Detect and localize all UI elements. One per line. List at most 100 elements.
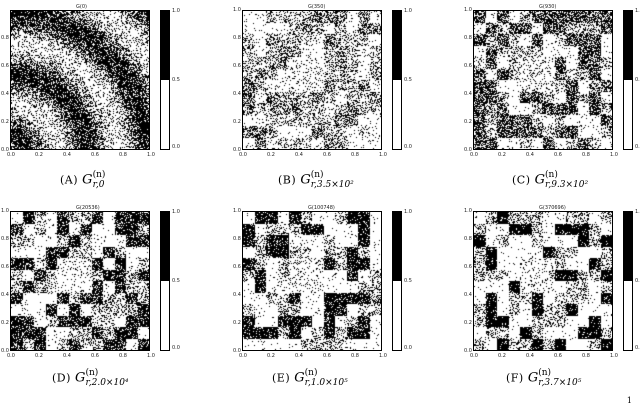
colorbar-tick-label: 0.5 <box>404 278 412 284</box>
caption-subscript: r,1.0×10⁵ <box>304 378 348 388</box>
figure-panel-f: G(370696) 1.0 0.8 0.6 0.4 0.2 0.0 0.0 0.2 0.4 0.6 0… <box>464 205 640 405</box>
y-tick-label: 0.8 <box>1 236 9 242</box>
y-tick-label: 0.8 <box>1 35 9 41</box>
y-tick-label: 0.4 <box>464 91 472 97</box>
colorbar-tick-label: 0.5 <box>172 77 180 83</box>
caption-superscript: (n) <box>538 368 552 378</box>
x-tick-label: 0.0 <box>470 152 478 158</box>
y-tick-label: 1.0 <box>233 7 241 13</box>
y-tick-label: 0.2 <box>233 119 241 125</box>
x-tick-label: 0.6 <box>554 353 562 359</box>
colorbar-fill <box>393 212 401 281</box>
colorbar-fill <box>393 11 401 80</box>
colorbar <box>623 10 633 150</box>
colorbar-tick-label: 0.0 <box>635 144 640 150</box>
caption-symbol: G <box>534 172 546 188</box>
x-tick-label: 0.8 <box>119 353 127 359</box>
x-tick-label: 1.0 <box>610 152 618 158</box>
caption-superscript: (n) <box>545 170 558 180</box>
y-tick-label: 0.6 <box>464 63 472 69</box>
colorbar-fill <box>624 11 632 80</box>
x-tick-label: 0.4 <box>63 152 71 158</box>
caption-superscript: (n) <box>310 170 324 180</box>
figure-panel-a: G(0) 0.8 0.6 0.4 0.2 0.0 0.0 0.2 0.4 0.6 0.8 1.0 1.0… <box>1 4 208 204</box>
scatter-matrix-plot <box>473 211 613 351</box>
y-tick-label: 0.8 <box>233 236 241 242</box>
x-tick-label: 0.2 <box>267 152 275 158</box>
y-tick-label: 0.0 <box>1 348 9 354</box>
x-tick-label: 0.4 <box>295 353 303 359</box>
figure-panel-c: G(930) 1.0 0.8 0.6 0.4 0.2 0.0 0.0 0.2 0.4 0.6 0.8 1… <box>464 4 640 204</box>
y-tick-label: 0.2 <box>233 320 241 326</box>
x-tick-label: 1.0 <box>147 152 155 158</box>
x-tick-label: 0.8 <box>351 353 359 359</box>
y-tick-label: 0.0 <box>233 348 241 354</box>
plot-canvas <box>243 212 381 350</box>
caption-symbol: G <box>82 172 93 188</box>
caption-tag: (D) <box>52 371 71 385</box>
y-tick-label: 0.2 <box>1 320 9 326</box>
colorbar-tick-label: 1.0 <box>635 209 640 215</box>
panel-caption-a: (A) G (n) r,0 <box>60 170 105 190</box>
x-tick-label: 1.0 <box>610 353 618 359</box>
caption-tag: (E) <box>272 371 291 385</box>
plot-title: G(100748) <box>308 205 335 211</box>
colorbar-tick-label: 0.5 <box>404 77 412 83</box>
x-tick-label: 1.0 <box>379 152 387 158</box>
x-tick-label: 0.4 <box>63 353 71 359</box>
y-tick-label: 0.8 <box>233 35 241 41</box>
colorbar <box>623 211 633 351</box>
y-tick-label: 0.4 <box>464 292 472 298</box>
colorbar <box>160 10 170 150</box>
colorbar-tick-label: 0.0 <box>172 345 180 351</box>
plot-title: G(0) <box>76 4 87 10</box>
scatter-matrix-plot <box>10 211 150 351</box>
x-tick-label: 0.4 <box>526 353 534 359</box>
caption-symbol: G <box>294 370 305 386</box>
plot-title: G(930) <box>539 4 557 10</box>
y-tick-label: 0.8 <box>464 236 472 242</box>
caption-subscript: r,9.3×10² <box>545 180 589 190</box>
x-tick-label: 1.0 <box>147 353 155 359</box>
x-tick-label: 0.6 <box>91 152 99 158</box>
colorbar-tick-label: 1.0 <box>635 8 640 14</box>
colorbar-fill <box>161 212 169 281</box>
y-tick-label: 0.4 <box>233 292 241 298</box>
plot-title: G(20536) <box>76 205 100 211</box>
caption-subscript: r,2.0×10⁴ <box>85 378 129 388</box>
caption-tag: (F) <box>506 371 524 385</box>
x-tick-label: 1.0 <box>379 353 387 359</box>
panel-caption-b: (B) G (n) r,3.5×10² <box>278 170 354 190</box>
colorbar <box>392 10 402 150</box>
colorbar-tick-label: 1.0 <box>404 8 412 14</box>
panel-caption-e: (E) G (n) r,1.0×10⁵ <box>272 368 348 388</box>
y-tick-label: 0.6 <box>233 264 241 270</box>
colorbar-tick-label: 1.0 <box>172 8 180 14</box>
y-tick-label: 1.0 <box>464 7 472 13</box>
caption-tag: (B) <box>278 173 297 187</box>
colorbar-tick-label: 0.0 <box>635 345 640 351</box>
scatter-matrix-plot <box>473 10 613 150</box>
colorbar-tick-label: 1.0 <box>404 209 412 215</box>
x-tick-label: 0.6 <box>91 353 99 359</box>
x-tick-label: 0.2 <box>498 152 506 158</box>
plot-title: G(370696) <box>539 205 566 211</box>
colorbar-fill <box>624 212 632 281</box>
colorbar-tick-label: 0.0 <box>172 144 180 150</box>
y-tick-label: 0.6 <box>233 63 241 69</box>
y-tick-label: 0.0 <box>1 147 9 153</box>
y-tick-label: 0.6 <box>464 264 472 270</box>
x-tick-label: 0.0 <box>7 353 15 359</box>
x-tick-label: 0.6 <box>554 152 562 158</box>
x-tick-label: 0.4 <box>526 152 534 158</box>
y-tick-label: 0.2 <box>1 119 9 125</box>
colorbar-tick-label: 0.5 <box>635 77 640 83</box>
y-tick-label: 0.0 <box>464 348 472 354</box>
panel-caption-d: (D) G (n) r,2.0×10⁴ <box>52 368 129 388</box>
colorbar <box>160 211 170 351</box>
colorbar-tick-label: 0.0 <box>404 345 412 351</box>
x-tick-label: 0.6 <box>323 353 331 359</box>
y-tick-label: 0.4 <box>1 91 9 97</box>
caption-subscript: r,0 <box>92 180 105 190</box>
scatter-matrix-plot <box>10 10 150 150</box>
